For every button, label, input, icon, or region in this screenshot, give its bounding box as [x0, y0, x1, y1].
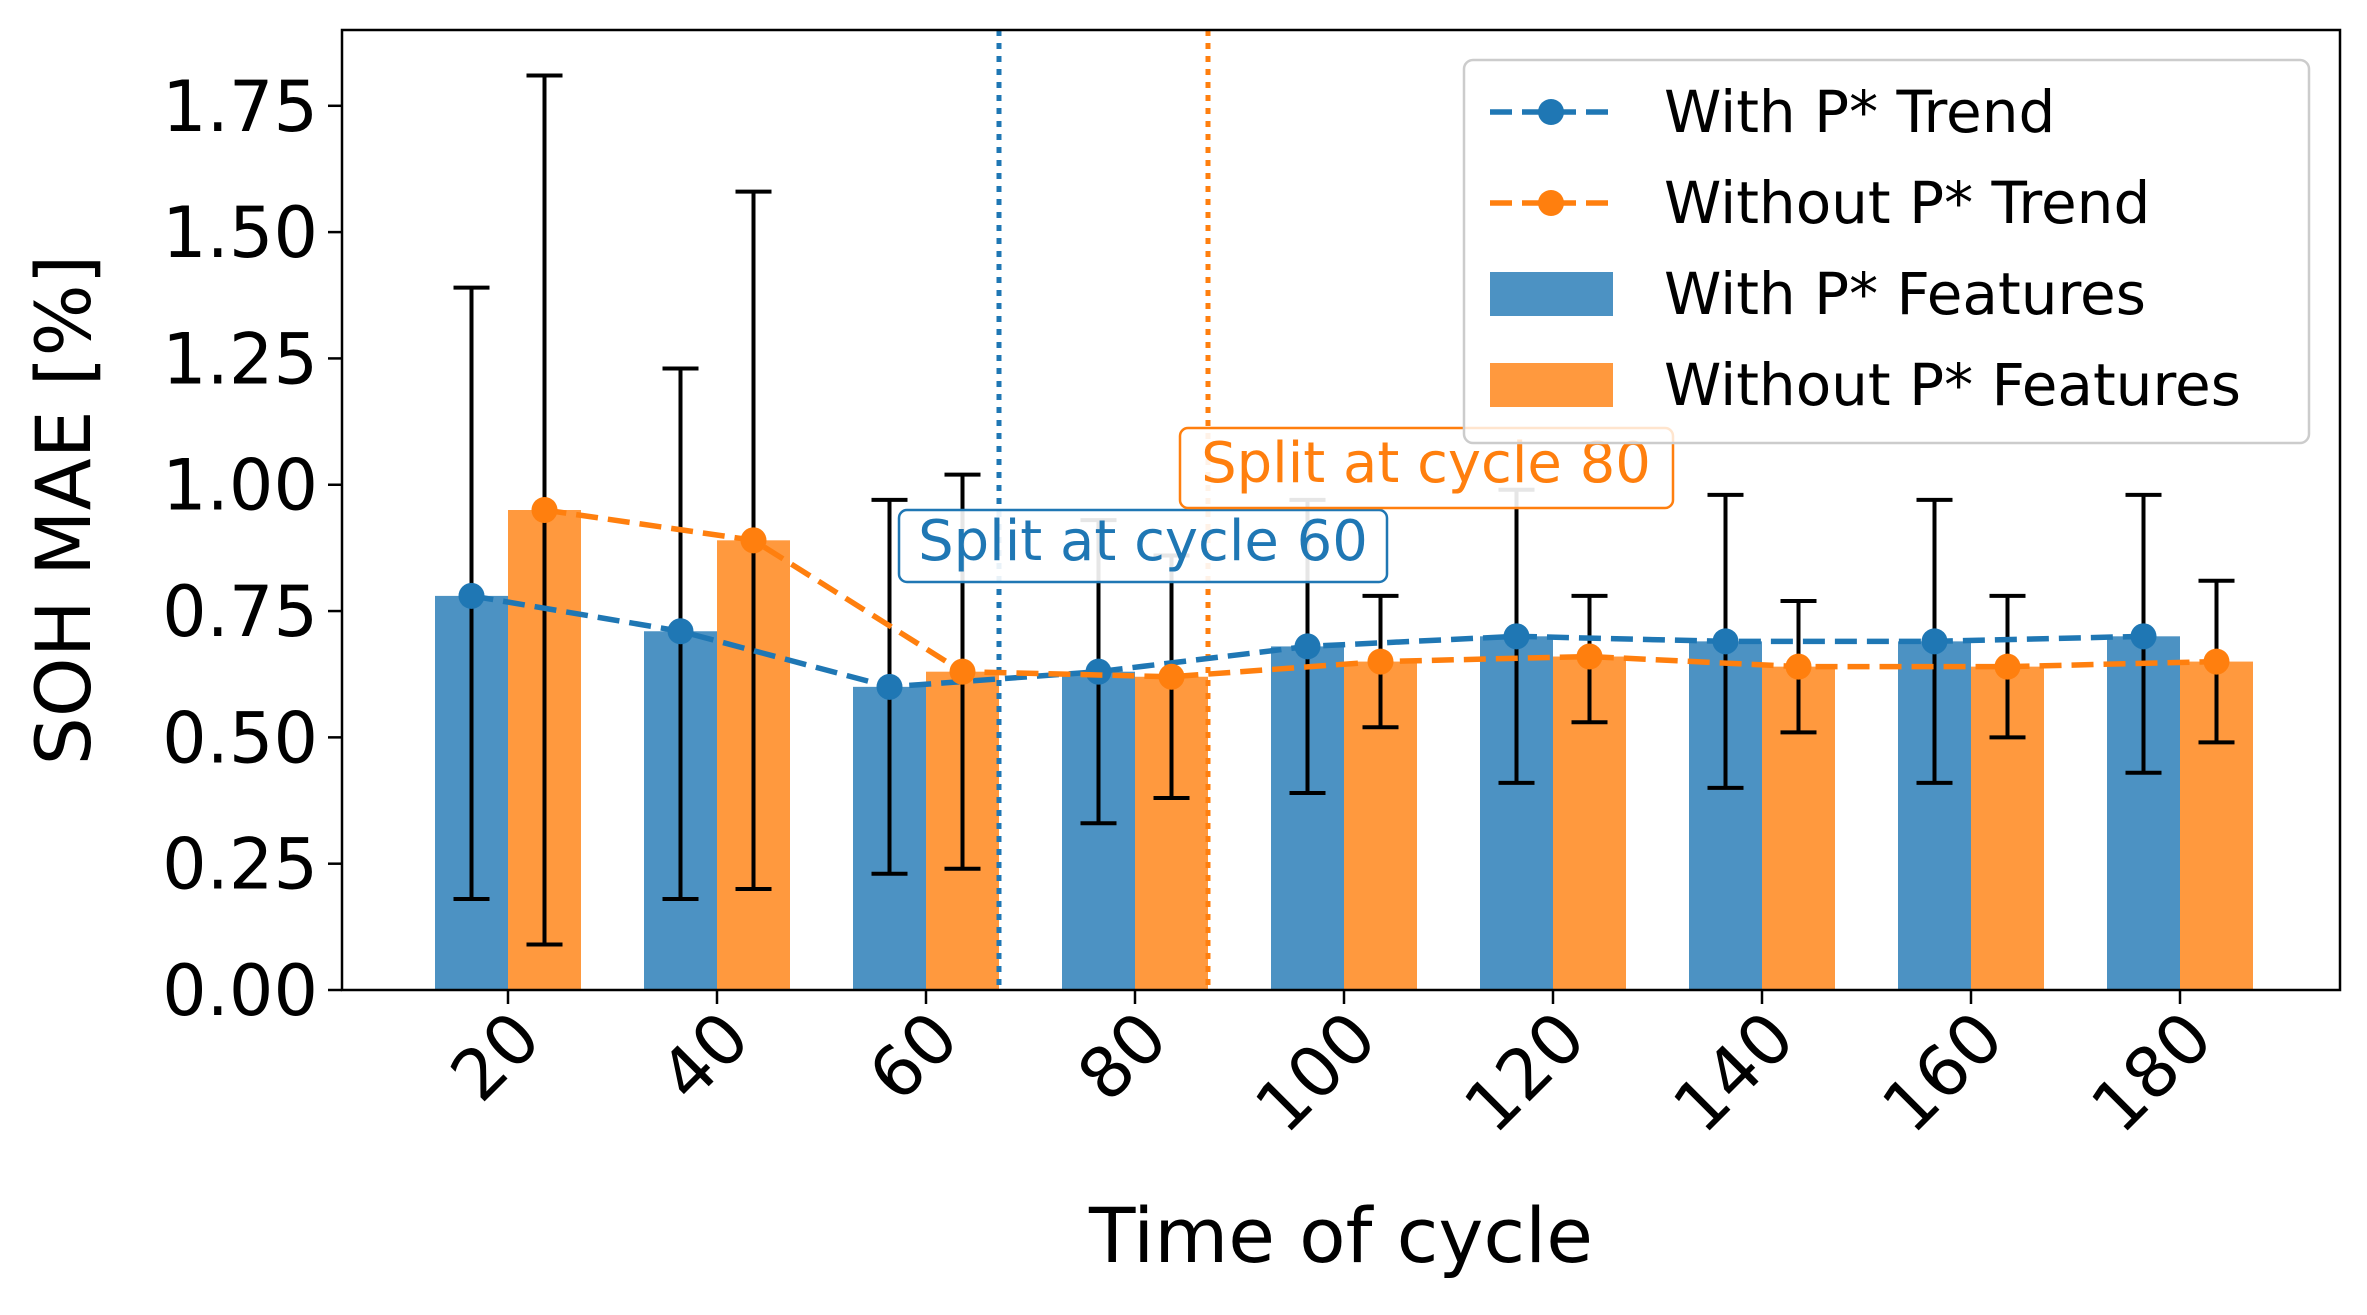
y-tick-label-0.50: 0.50 [162, 697, 318, 779]
legend-label-with-p-features: With P* Features [1664, 260, 2146, 328]
legend-marker-without-p-trend [1538, 190, 1564, 216]
plot-area-frame [340, 28, 2342, 992]
split-lines-layer [996, 30, 1211, 990]
annotation-box-60 [897, 508, 1389, 584]
legend-label-with-p-trend: With P* Trend [1664, 78, 2055, 146]
legend-swatch-without-p-features [1490, 363, 1613, 407]
legend-box [1462, 58, 2311, 445]
trend-marker-with-180 [2130, 623, 2157, 650]
legend: With P* Trend Without P* Trend With P* Fea… [1462, 58, 2311, 445]
annotation-box-80 [1178, 426, 1675, 510]
y-tick-label-1.50: 1.50 [162, 192, 318, 274]
y-axis-label: SOH MAE [%] [19, 255, 108, 766]
trend-marker-without-140 [1785, 653, 1812, 680]
trend-marker-with-60 [876, 673, 903, 700]
trend-marker-without-100 [1367, 648, 1394, 675]
trend-marker-without-160 [1994, 653, 2021, 680]
trend-marker-with-140 [1712, 628, 1739, 655]
y-tick-label-0.00: 0.00 [162, 950, 318, 1032]
y-tick-label-1.75: 1.75 [162, 66, 318, 148]
bars-layer [435, 510, 2253, 990]
y-tick-label-1.00: 1.00 [162, 445, 318, 527]
trend-marker-with-100 [1294, 633, 1321, 660]
trend-marker-without-120 [1576, 643, 1603, 670]
legend-label-without-p-trend: Without P* Trend [1664, 169, 2150, 237]
trend-marker-with-160 [1921, 628, 1948, 655]
trend-marker-with-20 [458, 582, 485, 609]
trend-lines-layer [458, 497, 2230, 700]
trend-marker-with-80 [1085, 658, 1112, 685]
y-tick-label-1.25: 1.25 [162, 318, 318, 400]
trend-marker-without-40 [740, 527, 767, 554]
y-tick-label-0.25: 0.25 [162, 824, 318, 906]
trend-marker-without-180 [2203, 648, 2230, 675]
trend-marker-without-60 [949, 658, 976, 685]
trend-marker-without-20 [531, 497, 558, 523]
annotation-label-60: Split at cycle 60 [918, 509, 1368, 574]
x-axis-label: Time of cycle [1088, 1191, 1593, 1280]
legend-label-without-p-features: Without P* Features [1664, 351, 2241, 419]
trend-marker-with-120 [1503, 623, 1530, 650]
y-tick-label-0.75: 0.75 [162, 571, 318, 653]
trend-marker-with-40 [667, 618, 694, 645]
legend-swatch-with-p-features [1490, 272, 1613, 316]
legend-marker-with-p-trend [1538, 99, 1564, 125]
trend-marker-without-80 [1158, 663, 1185, 690]
